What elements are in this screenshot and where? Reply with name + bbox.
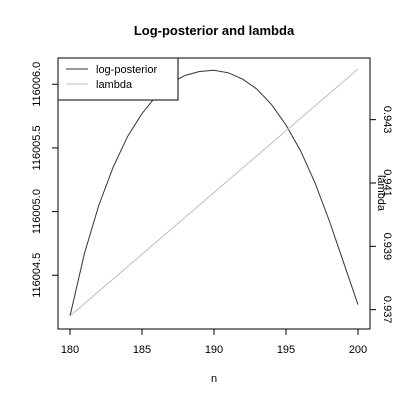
y-left-tick-label: 116006.0 <box>31 62 43 107</box>
x-tick-label: 190 <box>205 344 223 356</box>
x-axis-label: n <box>211 373 217 385</box>
legend-label: log-posterior <box>96 64 157 76</box>
y-left-tick-label: 116005.5 <box>31 125 43 170</box>
x-tick-label: 195 <box>277 344 295 356</box>
log-posterior-series-line <box>69 69 359 317</box>
series-layer <box>69 68 359 317</box>
y-axis-left: 116004.5 116005.0 116005.5 116006.0 <box>31 62 58 298</box>
y-left-tick-label: 116004.5 <box>31 253 43 298</box>
x-tick-label: 185 <box>133 344 151 356</box>
lambda-series-line <box>69 68 359 317</box>
y-left-tick-label: 116005.0 <box>31 189 43 234</box>
chart-title: Log-posterior and lambda <box>134 23 295 38</box>
y-right-tick-label: 0.941 <box>381 169 393 197</box>
x-tick-label: 180 <box>61 344 79 356</box>
legend-box <box>57 57 179 101</box>
y-axis-right-label: lambda <box>375 175 387 212</box>
y-right-tick-label: 0.937 <box>381 296 393 324</box>
y-axis-right: 0.937 0.939 0.941 0.943 <box>370 106 393 324</box>
y-right-tick-label: 0.939 <box>381 233 393 261</box>
legend-label: lambda <box>96 79 133 91</box>
x-axis: 180 185 190 195 200 <box>61 329 367 356</box>
x-tick-label: 200 <box>349 344 367 356</box>
legend: log-posterior lambda <box>57 57 179 101</box>
y-right-tick-label: 0.943 <box>381 106 393 134</box>
